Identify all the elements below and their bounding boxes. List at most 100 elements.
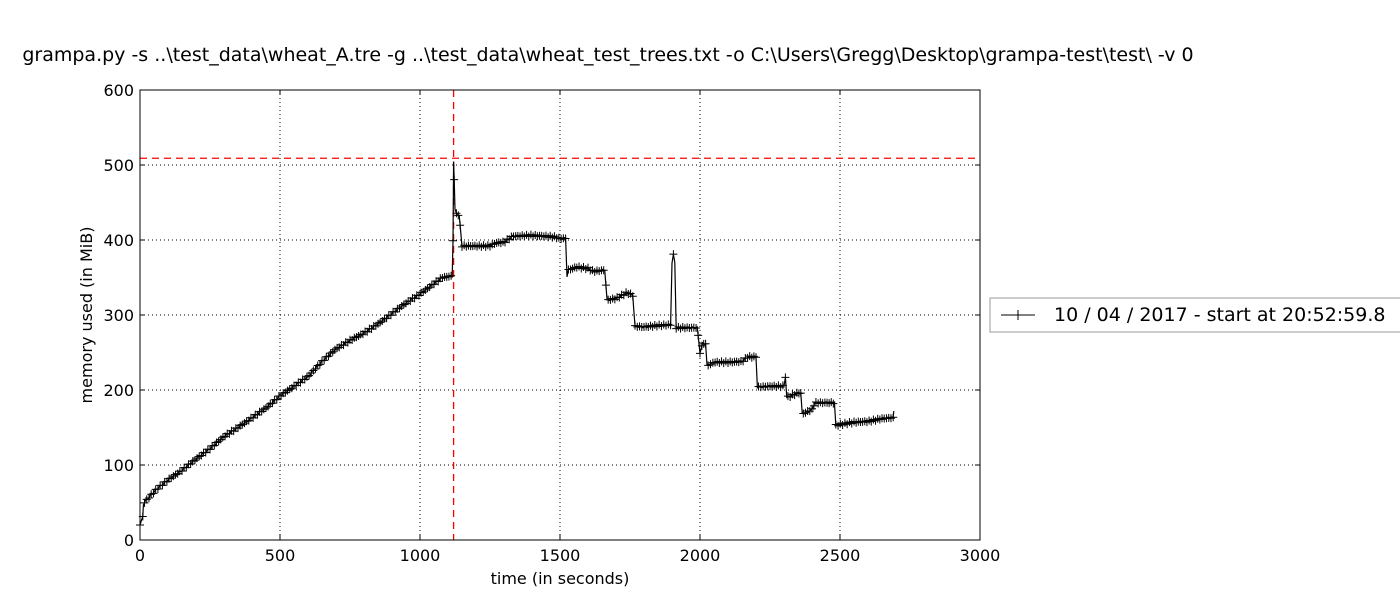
series-point-marker bbox=[140, 498, 149, 507]
series-point-marker bbox=[188, 457, 197, 466]
series-point-marker bbox=[296, 378, 305, 387]
series-point-marker bbox=[315, 360, 324, 369]
x-tick-label: 3000 bbox=[960, 546, 1001, 565]
series-point-marker bbox=[749, 352, 758, 361]
x-axis-label: time (in seconds) bbox=[491, 569, 630, 588]
series-point-marker bbox=[266, 399, 275, 408]
series-point-marker bbox=[348, 335, 357, 344]
series-point-marker bbox=[309, 366, 318, 375]
series-point-marker bbox=[447, 271, 456, 280]
y-tick-label: 100 bbox=[103, 456, 134, 475]
series-point-marker bbox=[397, 302, 406, 311]
series-point-marker bbox=[182, 463, 191, 472]
legend-entry: 10 / 04 / 2017 - start at 20:52:59.8 bbox=[1054, 304, 1386, 326]
series-point-marker bbox=[827, 398, 836, 407]
series-point-marker bbox=[268, 399, 277, 408]
series-point-marker bbox=[376, 318, 385, 327]
series-point-marker bbox=[354, 332, 363, 341]
series-point-marker bbox=[579, 263, 588, 272]
series-point-marker bbox=[352, 333, 361, 342]
series-point-marker bbox=[694, 331, 703, 340]
series-point-marker bbox=[399, 300, 408, 309]
series-point-marker bbox=[449, 236, 458, 245]
series-point-marker bbox=[572, 263, 581, 272]
series-point-marker bbox=[610, 295, 619, 304]
series-point-marker bbox=[341, 338, 350, 347]
series-point-marker bbox=[178, 467, 186, 476]
legend: 10 / 04 / 2017 - start at 20:52:59.8 bbox=[989, 297, 1400, 333]
series-point-marker bbox=[595, 267, 604, 276]
series-point-marker bbox=[218, 433, 227, 442]
series-point-marker bbox=[546, 231, 555, 240]
series-point-marker bbox=[701, 339, 710, 348]
series-point-marker bbox=[599, 266, 608, 275]
series-point-marker bbox=[158, 481, 167, 490]
series-point-marker bbox=[692, 324, 701, 333]
series-point-marker bbox=[568, 264, 577, 273]
series-point-marker bbox=[566, 265, 575, 274]
series-point-marker bbox=[646, 321, 655, 330]
series-point-marker bbox=[421, 285, 430, 294]
series-point-marker bbox=[283, 386, 292, 395]
series-point-marker bbox=[423, 284, 432, 293]
series-point-marker bbox=[350, 333, 359, 342]
series-point-marker bbox=[734, 358, 743, 367]
series-point-marker bbox=[590, 268, 599, 277]
series-point-marker bbox=[238, 420, 247, 429]
series-point-marker bbox=[393, 304, 402, 313]
series-point-marker bbox=[809, 401, 818, 410]
series-point-marker bbox=[320, 356, 329, 365]
series-point-marker bbox=[831, 420, 840, 429]
series-point-marker bbox=[149, 489, 158, 498]
chart-title: grampa.py -s ..\test_data\wheat_A.tre -g… bbox=[22, 44, 1193, 66]
series-point-marker bbox=[871, 416, 880, 425]
x-tick-label: 1500 bbox=[540, 546, 581, 565]
series-point-marker bbox=[190, 456, 199, 465]
series-point-marker bbox=[852, 418, 861, 427]
series-point-marker bbox=[669, 250, 678, 259]
series-point-marker bbox=[778, 381, 787, 390]
series-point-marker bbox=[752, 353, 760, 362]
series-point-marker bbox=[328, 347, 337, 356]
series-point-marker bbox=[631, 321, 640, 330]
y-tick-label: 600 bbox=[103, 81, 134, 100]
series-point-marker bbox=[696, 349, 704, 358]
series-point-marker bbox=[153, 484, 162, 493]
series-point-marker bbox=[165, 474, 174, 483]
series-point-marker bbox=[430, 280, 438, 289]
series-point-marker bbox=[577, 264, 586, 273]
series-point-marker bbox=[374, 319, 382, 328]
series-point-marker bbox=[697, 341, 706, 350]
series-point-marker bbox=[456, 221, 465, 230]
grid bbox=[140, 90, 980, 540]
series-point-marker bbox=[843, 420, 852, 429]
series-point-marker bbox=[285, 385, 294, 394]
series-point-marker bbox=[262, 403, 270, 412]
y-tick-label: 300 bbox=[103, 306, 134, 325]
series-point-marker bbox=[386, 311, 395, 320]
series-point-marker bbox=[212, 438, 221, 447]
series-point-marker bbox=[781, 373, 790, 382]
series-point-marker bbox=[513, 231, 522, 240]
series-point-marker bbox=[302, 372, 311, 381]
series-point-marker bbox=[776, 383, 785, 392]
series-point-marker bbox=[419, 287, 428, 296]
series-point-marker bbox=[783, 392, 792, 401]
series-point-marker bbox=[281, 388, 290, 397]
x-tick-label: 500 bbox=[265, 546, 296, 565]
series-point-marker bbox=[236, 421, 245, 430]
series-point-marker bbox=[829, 399, 838, 408]
series-point-marker bbox=[206, 445, 214, 454]
series-point-marker bbox=[311, 364, 320, 373]
legend-box bbox=[989, 297, 1400, 333]
series-point-marker bbox=[167, 474, 176, 483]
series-point-marker bbox=[272, 395, 281, 404]
series-point-marker bbox=[249, 413, 258, 422]
series-point-marker bbox=[498, 237, 507, 246]
series-layer bbox=[136, 161, 898, 529]
series-point-marker bbox=[531, 231, 540, 240]
series-point-marker bbox=[330, 345, 339, 354]
x-tick-label: 0 bbox=[135, 546, 145, 565]
series-point-marker bbox=[889, 413, 898, 422]
